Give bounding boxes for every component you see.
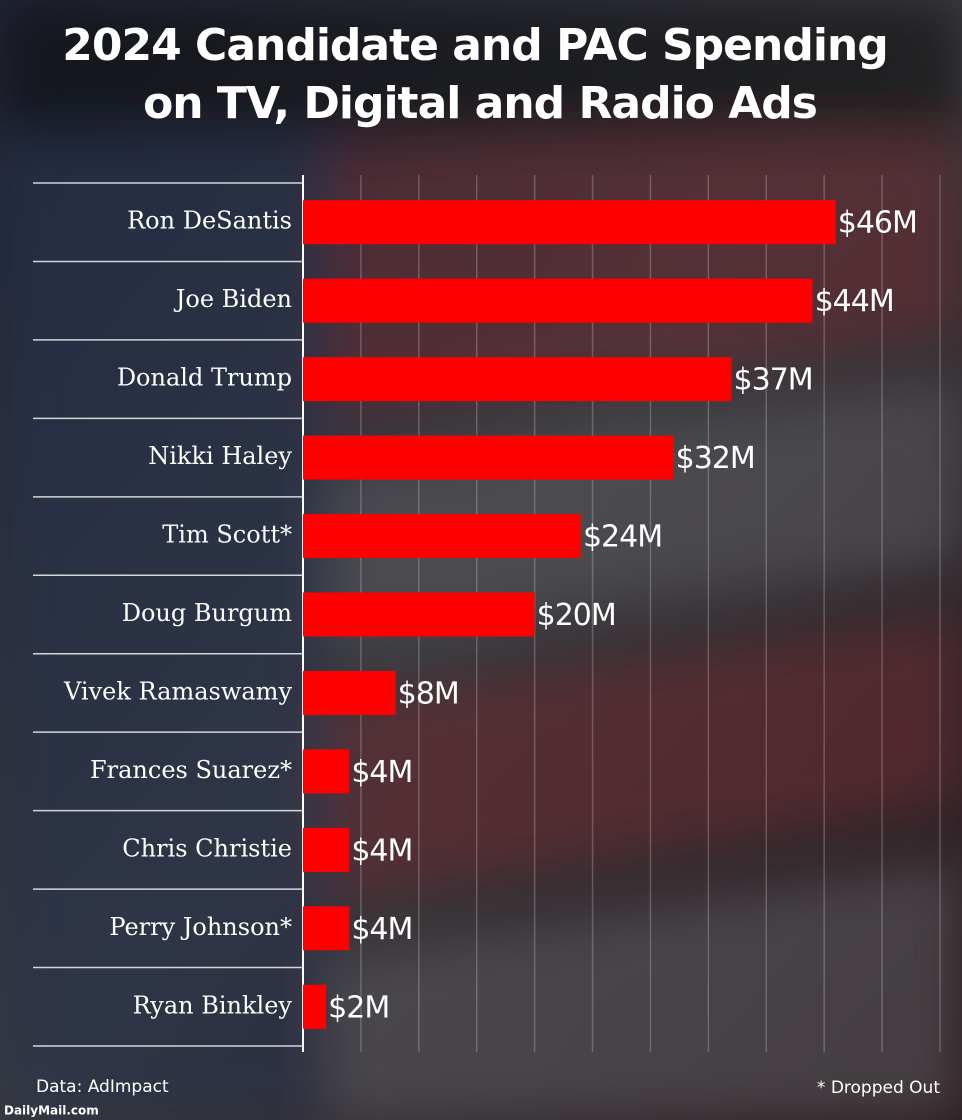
category-label: Donald Trump xyxy=(117,364,292,392)
value-label: $46M xyxy=(838,206,917,241)
bar xyxy=(303,514,581,559)
chart-title: 2024 Candidate and PAC Spending xyxy=(62,20,888,71)
category-label: Joe Biden xyxy=(173,285,292,313)
bar xyxy=(303,827,350,872)
value-label: $8M xyxy=(398,676,459,711)
chart-title: on TV, Digital and Radio Ads xyxy=(143,78,817,129)
category-label: Doug Burgum xyxy=(122,599,293,627)
value-label: $4M xyxy=(351,755,412,790)
source: Data: AdImpact xyxy=(36,1077,169,1097)
value-label: $4M xyxy=(351,833,412,868)
bar xyxy=(303,200,836,245)
category-label: Tim Scott* xyxy=(162,521,292,549)
category-label: Perry Johnson* xyxy=(109,913,292,941)
bar xyxy=(303,357,732,402)
value-label: $20M xyxy=(537,598,616,633)
value-label: $32M xyxy=(676,441,755,476)
note: * Dropped Out xyxy=(817,1078,940,1098)
category-label: Frances Suarez* xyxy=(90,756,292,784)
category-label: Chris Christie xyxy=(122,834,292,862)
category-label: Vivek Ramaswamy xyxy=(63,677,292,705)
value-label: $2M xyxy=(328,990,389,1025)
bar xyxy=(303,749,350,794)
value-label: $24M xyxy=(583,520,662,555)
value-label: $37M xyxy=(734,363,813,398)
bar xyxy=(303,592,535,637)
category-label: Ryan Binkley xyxy=(133,991,293,1019)
value-label: $4M xyxy=(351,912,412,947)
bar xyxy=(303,278,813,323)
bar xyxy=(303,670,396,715)
bar xyxy=(303,984,327,1029)
category-label: Ron DeSantis xyxy=(127,207,292,235)
credit: DailyMail.com xyxy=(4,1104,99,1118)
bar xyxy=(303,435,674,480)
category-label: Nikki Haley xyxy=(148,442,292,470)
value-label: $44M xyxy=(815,284,894,319)
bar xyxy=(303,906,350,951)
